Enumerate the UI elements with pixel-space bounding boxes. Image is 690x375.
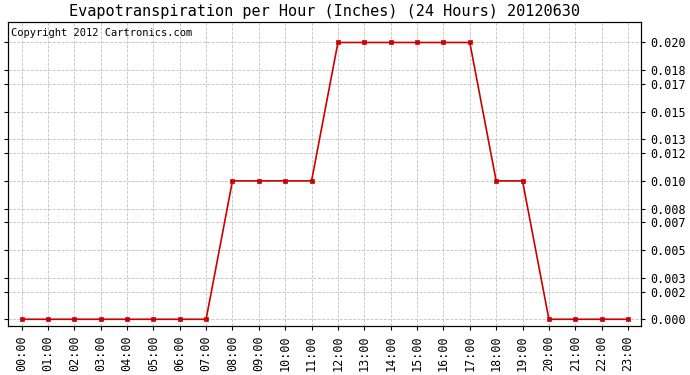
Title: Evapotranspiration per Hour (Inches) (24 Hours) 20120630: Evapotranspiration per Hour (Inches) (24… [69,4,580,19]
Text: Copyright 2012 Cartronics.com: Copyright 2012 Cartronics.com [12,28,193,38]
